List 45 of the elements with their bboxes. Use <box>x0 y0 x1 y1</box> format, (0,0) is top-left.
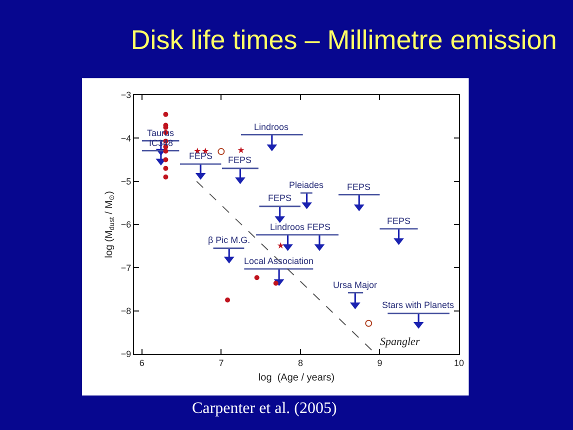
annotation: Stars with Planets <box>382 300 455 310</box>
x-axis-title: log (Age / years) <box>258 372 335 384</box>
point <box>238 146 244 154</box>
annotation: FEPS <box>228 155 252 165</box>
annotation: Ursa Major <box>333 280 378 290</box>
x-tick-label: 9 <box>377 358 382 368</box>
point <box>163 157 168 162</box>
annotation: β Pic M.G. <box>208 235 250 245</box>
y-tick-label: −9 <box>120 349 132 360</box>
point <box>235 177 246 184</box>
point <box>163 174 168 180</box>
chart-title: Disk life times – Millimetre emission <box>130 25 557 55</box>
y-tick-label: −3 <box>120 90 132 100</box>
point <box>225 298 230 303</box>
point <box>273 280 278 286</box>
point <box>302 202 312 210</box>
annotation: Local Association <box>244 256 314 266</box>
point <box>365 320 372 327</box>
y-tick-label: −8 <box>120 306 132 316</box>
x-tick-label: 10 <box>454 358 464 368</box>
annotation: Taurus <box>147 128 175 138</box>
annotation: FEPS <box>307 222 331 232</box>
point <box>218 148 225 156</box>
annotation: FEPS <box>387 216 411 226</box>
annotation: Pleiades <box>289 180 324 190</box>
point <box>163 112 168 117</box>
y-tick-label: −6 <box>120 220 132 230</box>
annotation: Lindroos <box>254 122 290 132</box>
y-tick-label: −5 <box>120 176 132 186</box>
y-tick-label: −7 <box>120 262 132 273</box>
x-tick-label: 8 <box>298 358 303 368</box>
annotation: FEPS <box>347 182 371 192</box>
point <box>163 148 168 154</box>
text: Carpenter et al. (2005) <box>192 400 337 417</box>
y-tick-label: −4 <box>120 133 132 144</box>
point <box>163 166 168 171</box>
point <box>282 244 293 252</box>
point <box>254 275 260 280</box>
x-tick-label: 6 <box>139 358 144 368</box>
annotation: Lindroos <box>270 222 306 232</box>
point <box>277 242 284 248</box>
x-tick-label: 7 <box>218 358 224 368</box>
annotation: FEPS <box>268 193 292 203</box>
series-label: Spangler <box>380 336 420 348</box>
annotation: FEPS <box>189 151 213 161</box>
